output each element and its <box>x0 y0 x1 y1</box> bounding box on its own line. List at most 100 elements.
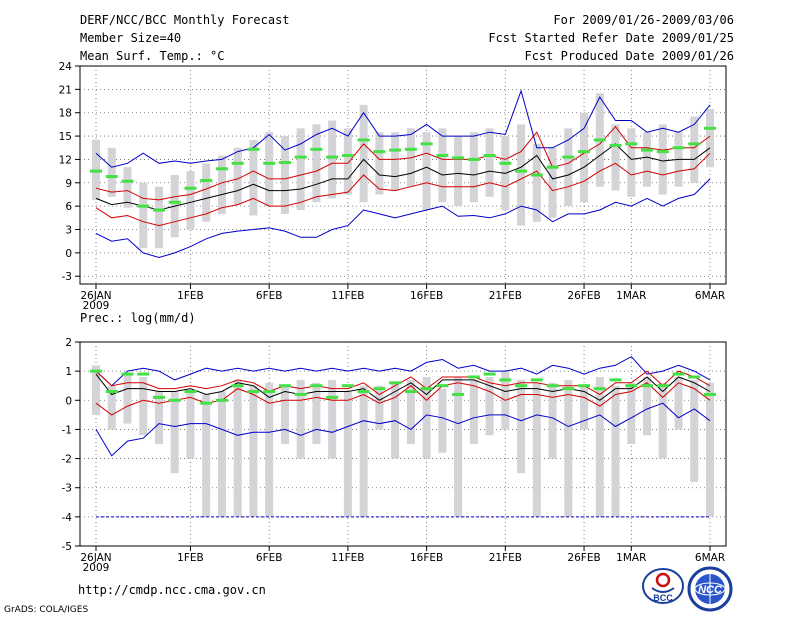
temp-max-line <box>95 89 711 168</box>
prec-ens-mean-mark <box>231 384 244 388</box>
prec-box <box>627 382 636 444</box>
prec-box <box>406 379 415 444</box>
temp-ens-mean-mark <box>152 208 165 212</box>
prec-ytick-label: -2 <box>62 454 72 466</box>
temp-ytick-label: 9 <box>65 178 72 190</box>
prec-ytick-label: 1 <box>65 366 72 378</box>
temp-ens-mean-mark <box>688 142 701 146</box>
prec-ens-mean-mark <box>263 390 276 394</box>
prec-ens-mean-mark <box>121 372 134 376</box>
prec-q-high-line <box>95 370 711 396</box>
prec-panel-title: Prec.: log(mm/d) <box>80 311 196 325</box>
forecast-period: For 2009/01/26-2009/03/06 <box>553 13 734 27</box>
temp-box <box>154 186 163 249</box>
temp-ens-mean-mark <box>672 146 685 150</box>
temp-box <box>548 147 557 218</box>
temp-box <box>454 136 463 207</box>
prec-ens-mean-mark <box>420 387 433 391</box>
temp-xtick-label: 6FEB <box>256 290 283 302</box>
prec-ens-mean-mark <box>247 390 260 394</box>
temp-median-line <box>95 143 711 211</box>
prec-ens-mean-mark <box>278 384 291 388</box>
temp-box <box>469 132 478 203</box>
fcst-started-date: Fcst Started Refer Date 2009/01/25 <box>488 31 734 45</box>
temp-ens-mean-mark <box>562 155 575 159</box>
prec-xtick-label: 11FEB <box>331 552 364 564</box>
temp-ytick-label: 18 <box>59 108 72 120</box>
temp-box <box>611 124 620 191</box>
prec-box <box>674 376 683 430</box>
prec-ens-mean-mark <box>341 384 354 388</box>
prec-box <box>170 391 179 474</box>
prec-box <box>154 391 163 444</box>
temp-ens-mean-mark <box>609 143 622 147</box>
temp-xtick-label: 16FEB <box>410 290 443 302</box>
temp-ens-mean-mark <box>452 156 465 160</box>
prec-ens-mean-mark <box>530 378 543 382</box>
prec-box <box>202 394 211 517</box>
temp-box <box>107 147 116 197</box>
temp-ens-mean-mark <box>578 150 591 154</box>
prec-ens-mean-mark <box>90 369 102 373</box>
prec-ens-mean-mark <box>137 372 150 376</box>
prec-box <box>438 388 447 453</box>
prec-ens-mean-mark <box>215 398 228 402</box>
prec-xtick-label: 1MAR <box>616 552 646 564</box>
prec-box <box>690 379 699 482</box>
prec-box <box>517 379 526 474</box>
prec-ens-mean-mark <box>546 384 559 388</box>
prec-ens-mean-mark <box>688 375 701 379</box>
prec-ens-mean-mark <box>184 390 197 394</box>
temp-ens-mean-mark <box>530 173 543 177</box>
prec-ytick-label: -3 <box>62 483 72 495</box>
temp-xtick-label: 26JAN <box>80 290 111 302</box>
prec-box <box>186 391 195 459</box>
temp-box <box>485 128 494 197</box>
prec-ens-mean-mark <box>357 390 370 394</box>
temp-box <box>532 143 541 222</box>
prec-ens-mean-mark <box>105 390 118 394</box>
temp-ens-mean-mark <box>499 161 512 165</box>
temp-box <box>343 128 352 195</box>
prec-xtick-label: 21FEB <box>489 552 522 564</box>
temp-xtick-label: 6MAR <box>695 290 725 302</box>
prec-ytick-label: 2 <box>65 337 72 349</box>
temp-ens-mean-mark <box>294 155 307 159</box>
bcc-logo-text: BCC <box>653 593 673 603</box>
temp-ens-mean-mark <box>420 142 433 146</box>
temp-ens-mean-mark <box>310 147 323 151</box>
member-size-label: Member Size=40 <box>80 31 182 45</box>
temp-box <box>422 132 431 211</box>
temp-box <box>139 182 148 249</box>
temp-box <box>391 132 400 191</box>
temp-ytick-label: 3 <box>65 225 72 237</box>
temp-ens-mean-mark <box>137 204 150 208</box>
temp-xtick-label: 21FEB <box>489 290 522 302</box>
chart-title: DERF/NCC/BCC Monthly Forecast <box>80 13 290 27</box>
temp-ytick-label: 12 <box>59 154 72 166</box>
variable-label: Mean Surf. Temp.: °C <box>80 49 225 63</box>
temp-ens-mean-mark <box>200 178 213 182</box>
source-url[interactable]: http://cmdp.ncc.cma.gov.cn <box>78 583 266 597</box>
ncc-logo-text: NCC <box>698 584 723 596</box>
temp-min-line <box>95 178 711 259</box>
prec-box <box>469 379 478 444</box>
temp-box <box>312 124 321 203</box>
temp-ens-mean-mark <box>263 161 276 165</box>
prec-box <box>485 376 494 436</box>
temp-box <box>328 120 337 199</box>
prec-panel: -5 -4 -3 -2 -1 0 1 2 26JAN 1FEB 6FEB 11FEB 16FEB 21FE… <box>62 337 727 574</box>
temp-ens-mean-mark <box>278 161 291 165</box>
temp-ens-mean-mark <box>625 142 638 146</box>
temp-ens-mean-mark <box>656 150 669 154</box>
temp-box <box>627 128 636 197</box>
prec-box <box>454 376 463 517</box>
temp-ens-mean-mark <box>389 148 402 152</box>
temp-box <box>202 163 211 222</box>
prec-box <box>359 385 368 517</box>
prec-ens-mean-mark <box>152 395 165 399</box>
temp-ytick-label: 24 <box>59 61 73 73</box>
temp-ytick-label: 0 <box>65 248 72 260</box>
prec-ens-mean-mark <box>641 384 654 388</box>
